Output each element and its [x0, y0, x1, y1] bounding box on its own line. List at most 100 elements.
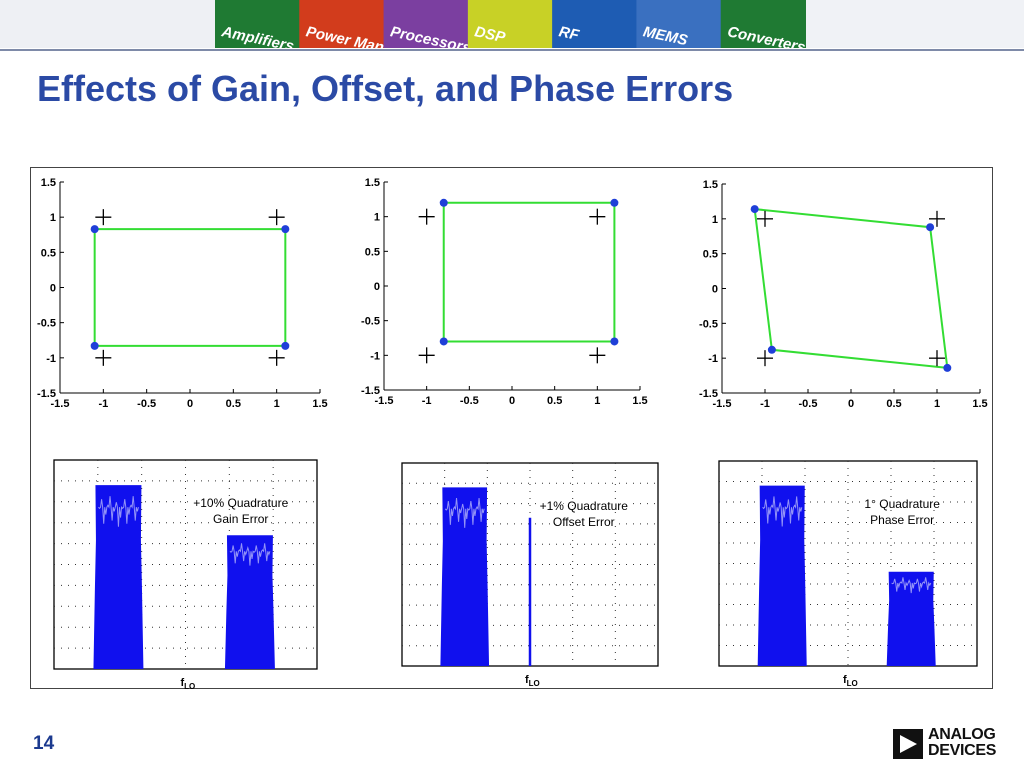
spectrum-band — [224, 535, 275, 669]
x-tick-label: 0 — [509, 395, 515, 407]
y-tick-label: 1 — [712, 214, 718, 226]
measured-point — [750, 205, 759, 214]
logo-line-2: DEVICES — [928, 742, 997, 759]
spectrum-noise — [444, 498, 485, 528]
spectrum-plot-2: +1% Quadrature Offset Error fLO — [401, 462, 659, 688]
x-tick-label: -1 — [760, 398, 770, 410]
constellation-outline — [442, 201, 616, 343]
banner-fade — [0, 0, 215, 48]
logo-triangle-icon — [893, 729, 923, 759]
measured-point — [943, 363, 952, 372]
y-tick-label: -1 — [708, 353, 718, 365]
constellation-plot-3: 1.5 1 0.5 0 -0.5 -1 -1.5-1.5 -1 -0.5 0 0.5 1 1.5 — [699, 179, 988, 410]
banner-divider — [0, 49, 1024, 51]
x-axis-label: fLO — [181, 677, 196, 691]
measured-point — [281, 341, 290, 350]
x-tick-label: -1.5 — [51, 398, 70, 410]
x-tick-label: 1.5 — [632, 395, 647, 407]
banner-tile — [552, 0, 638, 48]
spectrum-noise — [891, 577, 932, 594]
y-tick-label: -1.5 — [699, 388, 718, 400]
annotation-line: +1% Quadrature — [540, 499, 629, 513]
spectrum-plot-3: 1° Quadrature Phase Error fLO — [718, 460, 978, 688]
banner-tile — [467, 0, 554, 48]
x-tick-label: 0.5 — [226, 398, 241, 410]
banner-tile — [636, 0, 722, 48]
x-tick-label: 1.5 — [312, 398, 327, 410]
banner-fade-right — [805, 0, 1024, 48]
y-tick-label: -1 — [46, 353, 56, 365]
x-tick-label: -1.5 — [375, 395, 394, 407]
spectrum-noise — [762, 496, 803, 527]
y-tick-label: 1.5 — [41, 177, 56, 189]
measured-point — [610, 198, 619, 207]
y-tick-label: -0.5 — [361, 316, 380, 328]
x-axis-label-subscript: LO — [184, 682, 195, 691]
y-tick-label: 1.5 — [365, 177, 380, 189]
constellation-plot-2: 1.5 1 0.5 0 -0.5 -1 -1.5-1.5 -1 -0.5 0 0.5 1 1.5 — [361, 177, 648, 407]
slide-title: Effects of Gain, Offset, and Phase Error… — [37, 68, 734, 109]
annotation-line: Phase Error — [870, 513, 934, 527]
y-tick-label: 0.5 — [703, 249, 718, 261]
y-tick-label: 0 — [50, 283, 56, 295]
x-tick-label: 1 — [274, 398, 280, 410]
measured-point — [767, 345, 776, 354]
x-tick-label: 0.5 — [547, 395, 562, 407]
y-tick-label: 1 — [50, 212, 56, 224]
y-tick-label: 1.5 — [703, 179, 718, 191]
banner-tile — [215, 0, 301, 48]
x-tick-label: -0.5 — [460, 395, 479, 407]
y-tick-label: -1.5 — [37, 388, 56, 400]
x-tick-label: -1.5 — [713, 398, 732, 410]
spectrum-band — [440, 487, 490, 666]
x-axis-label-subscript: LO — [847, 679, 858, 688]
y-tick-label: -0.5 — [699, 318, 718, 330]
x-tick-label: -1 — [422, 395, 432, 407]
measured-point — [926, 223, 935, 232]
y-tick-label: -0.5 — [37, 318, 56, 330]
measured-point — [610, 337, 619, 346]
measured-point — [90, 341, 99, 350]
banner-tile-label: RF — [557, 23, 581, 44]
x-tick-label: 1 — [934, 398, 940, 410]
spectrum-frame — [53, 459, 318, 670]
spectrum-band — [886, 571, 936, 666]
page-number: 14 — [33, 733, 55, 754]
spectrum-frame — [718, 460, 978, 667]
measured-point — [90, 225, 99, 234]
x-tick-label: -1 — [98, 398, 108, 410]
x-tick-label: 0 — [848, 398, 854, 410]
spectrum-band — [93, 485, 144, 669]
banner-tile — [720, 0, 806, 48]
annotation-line: Offset Error — [553, 515, 615, 529]
measured-point — [439, 337, 448, 346]
spectrum-noise — [229, 543, 271, 566]
x-axis-label: fLO — [843, 674, 858, 688]
x-tick-label: -0.5 — [799, 398, 818, 410]
banner-tile-label: DSP — [473, 23, 508, 46]
y-tick-label: 0.5 — [365, 246, 380, 258]
y-tick-label: 0 — [374, 281, 380, 293]
banner-tile — [299, 0, 385, 48]
measured-point — [281, 225, 290, 234]
logo-line-1: ANALOG — [928, 726, 996, 743]
constellation-plot-1: 1.5 1 0.5 0 -0.5 -1 -1.5-1.5 -1 -0.5 0 0.5 1 1.5 — [37, 177, 328, 410]
x-tick-label: 0.5 — [886, 398, 901, 410]
spectrum-noise — [98, 496, 139, 527]
x-tick-label: 1 — [594, 395, 600, 407]
x-tick-label: 0 — [187, 398, 193, 410]
constellation-outline — [93, 228, 287, 347]
x-tick-label: 1.5 — [972, 398, 987, 410]
x-axis-label: fLO — [525, 674, 540, 688]
y-tick-label: 0 — [712, 284, 718, 296]
y-tick-label: 0.5 — [41, 247, 56, 259]
y-tick-label: -1.5 — [361, 385, 380, 397]
spectrum-band — [757, 485, 807, 666]
x-axis-label-subscript: LO — [529, 679, 540, 688]
x-tick-label: -0.5 — [137, 398, 156, 410]
measured-point — [439, 198, 448, 207]
annotation-line: +10% Quadrature — [193, 496, 288, 510]
